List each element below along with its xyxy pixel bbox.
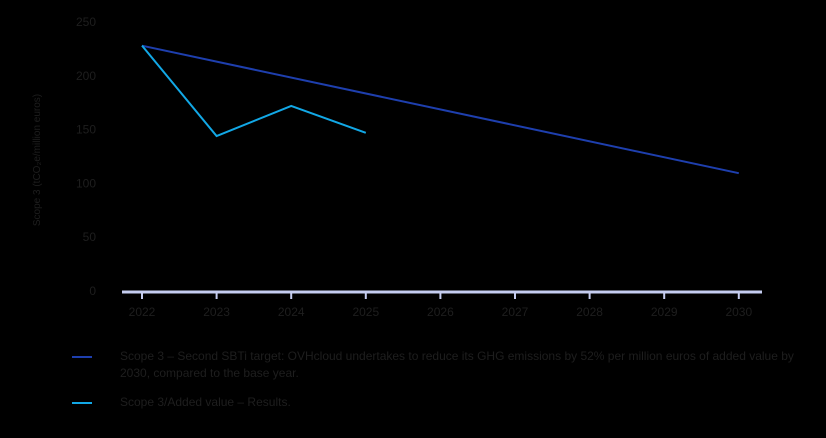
x-tick-label: 2024: [278, 305, 305, 319]
legend-swatch-target: [72, 356, 92, 358]
x-tick-label: 2028: [576, 305, 603, 319]
x-ticks: 2022 2023 2024 2025 2026 2027 2028 2029 2030: [129, 292, 752, 319]
y-tick-label: 0: [89, 284, 96, 298]
y-axis-title: Scope 3 (tCO₂e/million euros): [32, 94, 43, 226]
y-tick-labels: 0 50 100 150 200 250: [76, 15, 96, 298]
x-tick-label: 2025: [352, 305, 379, 319]
legend-label-results: Scope 3/Added value – Results.: [120, 395, 291, 409]
x-tick-label: 2027: [502, 305, 529, 319]
x-tick-label: 2030: [725, 305, 752, 319]
x-axis: 2022 2023 2024 2025 2026 2027 2028 2029 2030: [122, 290, 762, 319]
x-tick-label: 2023: [203, 305, 230, 319]
x-tick-label: 2026: [427, 305, 454, 319]
line-chart: Scope 3 (tCO₂e/million euros) 0 50 100 150 2…: [32, 15, 762, 319]
legend-item-target: Scope 3 – Second SBTi target: OVHcloud u…: [72, 348, 810, 382]
x-tick-label: 2029: [651, 305, 678, 319]
series-lines: [141, 44, 740, 175]
y-tick-label: 150: [76, 123, 96, 137]
y-tick-label: 50: [83, 230, 97, 244]
y-tick-label: 200: [76, 69, 96, 83]
series-line-results: [141, 45, 367, 138]
legend-item-results: Scope 3/Added value – Results.: [72, 394, 810, 411]
y-axis: Scope 3 (tCO₂e/million euros) 0 50 100 150 2…: [32, 15, 96, 298]
series-line-target: [141, 44, 740, 175]
y-tick-label: 100: [76, 176, 96, 190]
y-tick-label: 250: [76, 15, 96, 29]
x-tick-label: 2022: [129, 305, 156, 319]
legend-swatch-results: [72, 402, 92, 404]
legend-label-target: Scope 3 – Second SBTi target: OVHcloud u…: [120, 349, 794, 380]
